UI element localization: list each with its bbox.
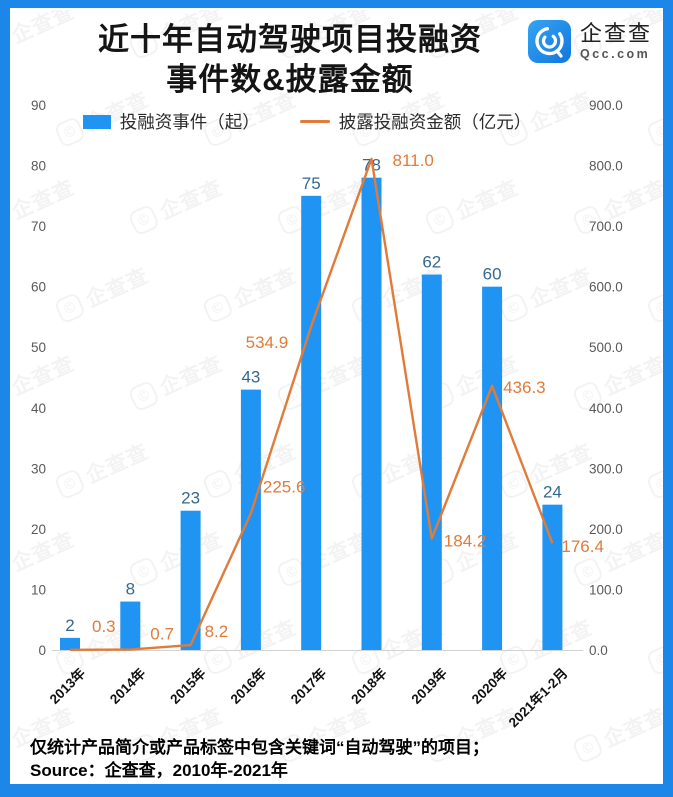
x-axis-label: 2018年 [348,664,390,706]
x-axis-label: 2021年1-2月 [505,665,570,730]
page-title: 近十年自动驾驶项目投融资 事件数&披露金额 [10,20,570,100]
x-axis-label: 2016年 [227,664,269,706]
x-axis-label: 2015年 [167,664,209,706]
bar-value-label: 43 [241,368,260,387]
bar-2013年 [60,637,80,650]
x-axis-label: 2019年 [408,664,450,706]
logo-text: 企查查 Qcc.com [579,20,652,62]
bar-value-label: 75 [302,174,321,193]
legend-label-line-series: 披露投融资金额（亿元） [338,112,532,132]
right-axis-tick: 100.0 [589,582,623,597]
bar-value-label: 2 [65,616,74,635]
line-value-label: 8.2 [205,622,229,641]
bar-value-label: 60 [483,265,502,284]
right-axis-tick: 800.0 [589,159,623,174]
x-axis-label: 2020年 [468,664,510,706]
bar-2018年 [361,177,382,650]
right-axis-tick: 600.0 [589,280,623,295]
line-value-label: 176.4 [561,537,604,556]
line-value-label: 0.7 [150,625,174,644]
left-axis-tick: 20 [31,522,46,537]
line-value-label: 534.9 [246,333,289,352]
footnote-line-2: Source：企查查，2010年-2021年 [30,761,288,780]
bar-swatch-icon [82,114,111,129]
line-value-label: 811.0 [393,151,434,170]
bar-value-label: 23 [181,489,200,508]
right-axis-tick: 900.0 [589,98,623,113]
right-axis-tick: 500.0 [589,340,623,355]
x-axis-label: 2014年 [106,664,148,706]
qcc-logo: 企查查 Qcc.com [527,19,652,64]
qcc-spiral-icon [527,20,571,63]
line-value-label: 0.3 [92,617,116,636]
chart-legend: 投融资事件（起） 披露投融资金额（亿元） [10,109,604,134]
legend-item-line-series: 披露投融资金额（亿元） [299,109,532,134]
footnote: 仅统计产品简介或产品标签中包含关键词“自动驾驶”的项目； Source：企查查，… [30,736,489,782]
left-axis-tick: 50 [31,340,46,355]
right-axis-tick: 300.0 [589,461,623,476]
title-line-2: 事件数&披露金额 [166,62,414,97]
line-value-label: 184.2 [444,531,487,550]
legend-label-bar-series: 投融资事件（起） [119,112,260,132]
line-value-label: 436.3 [503,378,546,397]
bar-2014年 [120,601,141,650]
left-axis-tick: 10 [31,582,46,597]
bar-value-label: 24 [543,483,562,502]
left-axis-tick: 70 [31,219,46,234]
bar-2015年 [180,510,201,650]
x-axis-label: 2017年 [287,664,329,706]
logo-domain: Qcc.com [579,46,651,61]
left-axis-tick: 60 [31,280,46,295]
footnote-line-1: 仅统计产品简介或产品标签中包含关键词“自动驾驶”的项目； [30,738,489,757]
left-axis-tick: 90 [31,98,46,113]
legend-item-bar-series: 投融资事件（起） [82,109,260,134]
bar-value-label: 62 [422,253,441,272]
right-axis-tick: 200.0 [589,522,623,537]
x-axis-label: 2013年 [46,664,88,706]
bar-value-label: 8 [126,580,135,599]
bar-2016年 [240,389,261,650]
left-axis-tick: 30 [31,461,46,476]
right-axis-tick: 400.0 [589,401,623,416]
right-axis-tick: 700.0 [589,219,623,234]
left-axis-tick: 40 [31,401,46,416]
left-axis-tick: 0 [38,643,46,658]
bar-2021年1-2月 [542,504,563,650]
left-axis-tick: 80 [31,159,46,174]
bar-2019年 [421,274,442,650]
right-axis-tick: 0.0 [589,643,608,658]
bar-2017年 [301,195,322,651]
line-value-label: 225.6 [263,477,306,496]
line-series [69,157,554,652]
title-line-1: 近十年自动驾驶项目投融资 [98,22,482,57]
line-swatch-icon [299,119,330,124]
logo-name: 企查查 [579,20,652,46]
bar-2020年 [482,286,503,650]
